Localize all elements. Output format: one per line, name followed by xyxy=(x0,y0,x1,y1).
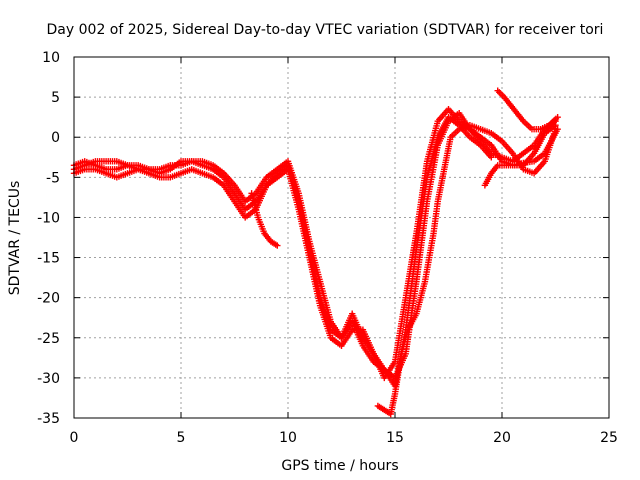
y-tick-label: -10 xyxy=(37,210,60,226)
data-points xyxy=(70,87,561,418)
series-4 xyxy=(374,121,559,418)
chart-title: Day 002 of 2025, Sidereal Day-to-day VTE… xyxy=(47,22,604,38)
x-tick-label: 10 xyxy=(279,430,297,446)
y-tick-label: 0 xyxy=(51,130,60,146)
y-tick-label: 10 xyxy=(42,50,60,66)
series-5 xyxy=(481,126,561,189)
x-axis: 0 5 10 15 20 25 xyxy=(70,57,618,446)
x-tick-label: 20 xyxy=(493,430,511,446)
y-tick-label: -5 xyxy=(46,170,60,186)
x-axis-label: GPS time / hours xyxy=(281,458,398,474)
x-tick-label: 25 xyxy=(600,430,618,446)
data-point xyxy=(554,126,561,133)
data-point xyxy=(554,113,561,121)
y-tick-label: 5 xyxy=(51,90,60,106)
y-tick-label: -30 xyxy=(37,371,60,387)
series-7 xyxy=(248,190,281,249)
plot-frame xyxy=(73,56,610,419)
x-tick-label: 15 xyxy=(386,430,404,446)
data-point xyxy=(274,242,281,249)
series-6 xyxy=(494,87,561,133)
y-axis-label: SDTVAR / TECUs xyxy=(7,181,23,296)
x-tick-label: 5 xyxy=(177,430,186,446)
y-tick-label: -20 xyxy=(37,291,60,307)
y-tick-label: -35 xyxy=(37,411,60,427)
y-tick-label: -25 xyxy=(37,331,60,347)
y-axis: 10 5 0 -5 -10 -15 -20 -25 -30 -35 xyxy=(37,50,609,427)
grid xyxy=(74,57,609,418)
x-tick-label: 0 xyxy=(70,430,79,446)
data-point xyxy=(488,154,495,161)
y-tick-label: -15 xyxy=(37,251,60,267)
